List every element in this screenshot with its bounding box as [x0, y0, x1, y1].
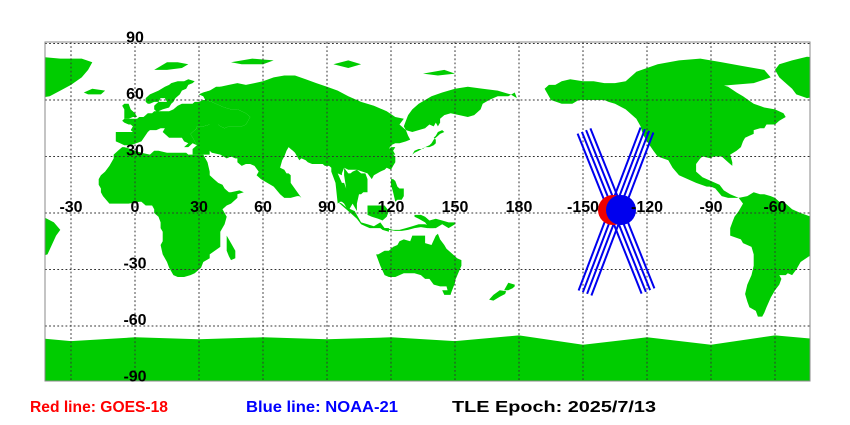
svg-text:-60: -60	[123, 312, 146, 329]
svg-text:-90: -90	[699, 199, 722, 216]
svg-text:-90: -90	[123, 369, 146, 386]
svg-text:30: 30	[126, 143, 144, 160]
svg-text:TLE Epoch: 2025/7/13: TLE Epoch: 2025/7/13	[452, 399, 656, 416]
svg-text:90: 90	[126, 30, 144, 47]
svg-text:-30: -30	[59, 199, 82, 216]
svg-text:90: 90	[318, 199, 336, 216]
svg-text:-150: -150	[567, 199, 599, 216]
svg-text:150: 150	[442, 199, 469, 216]
svg-text:-120: -120	[631, 199, 663, 216]
svg-text:Blue line: NOAA-21: Blue line: NOAA-21	[246, 399, 398, 416]
svg-text:Red line: GOES-18: Red line: GOES-18	[30, 399, 168, 416]
svg-text:60: 60	[126, 86, 144, 103]
svg-text:180: 180	[506, 199, 533, 216]
svg-text:60: 60	[254, 199, 272, 216]
svg-text:120: 120	[378, 199, 405, 216]
svg-text:-60: -60	[763, 199, 786, 216]
svg-text:30: 30	[190, 199, 208, 216]
svg-text:0: 0	[131, 199, 140, 216]
svg-text:-30: -30	[123, 256, 146, 273]
